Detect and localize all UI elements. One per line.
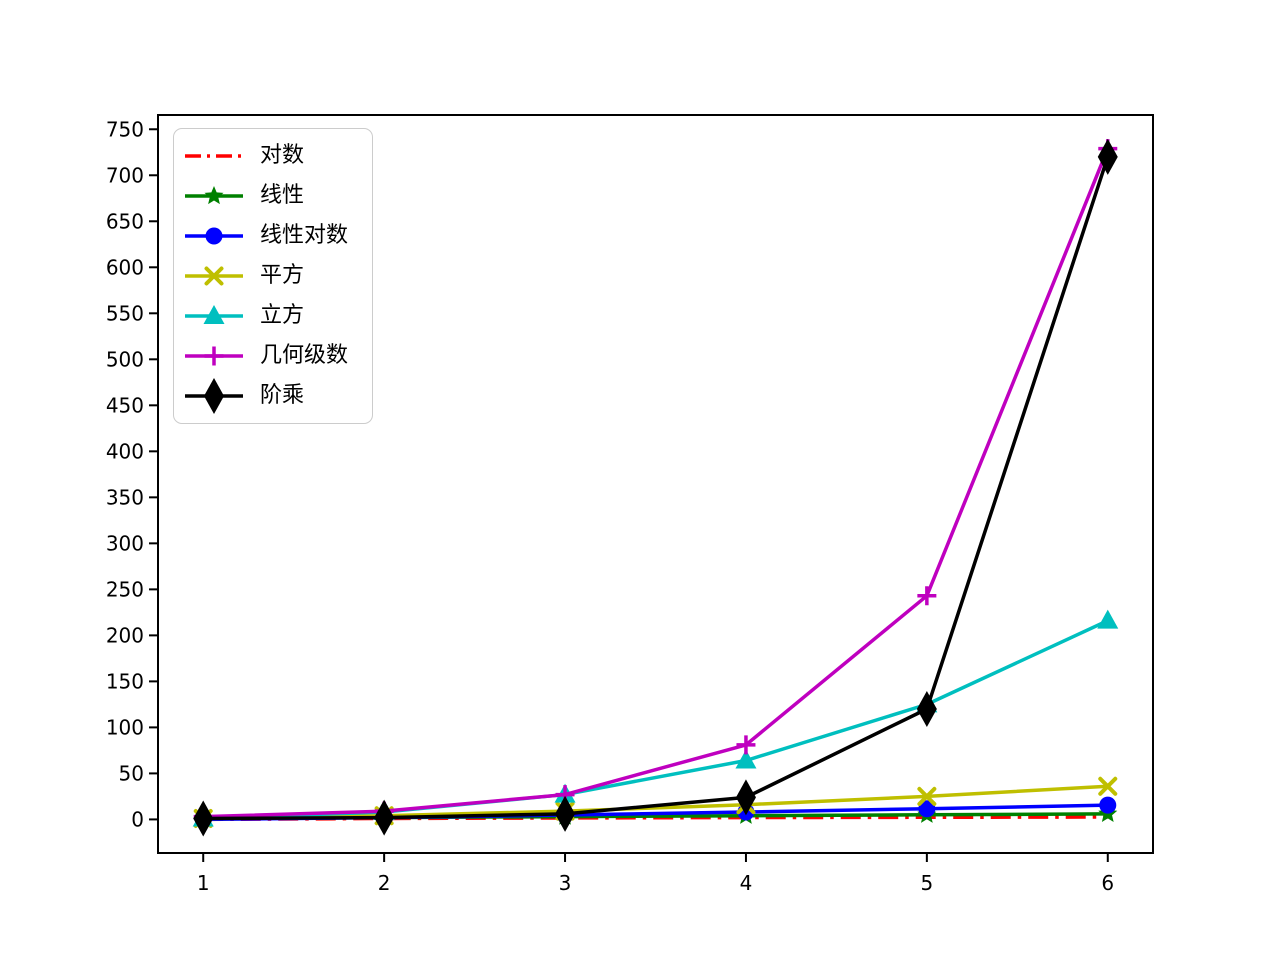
y-tick-label-400: 400 xyxy=(106,439,144,463)
legend-sample-square xyxy=(185,266,243,286)
series-line-factorial xyxy=(203,156,1110,821)
legend-sample-logarithm xyxy=(185,154,243,158)
series-marker-factorial xyxy=(735,779,756,816)
y-tick-label-250: 250 xyxy=(106,577,144,601)
legend-sample-cube xyxy=(185,305,243,324)
series-marker-cube xyxy=(735,749,757,769)
y-tick-label-150: 150 xyxy=(106,669,144,693)
series-marker-cube xyxy=(1097,609,1119,629)
series-marker-square xyxy=(917,786,937,806)
legend-item-geometric: 几何级数 xyxy=(184,336,358,376)
legend: 对数线性线性对数平方立方几何级数阶乘 xyxy=(173,128,373,424)
y-tick-label-200: 200 xyxy=(106,623,144,647)
series-marker-linearithmic xyxy=(1099,796,1117,814)
series-marker-square xyxy=(1098,776,1118,796)
legend-label-logarithm: 对数 xyxy=(260,143,305,168)
legend-item-factorial: 阶乘 xyxy=(184,376,358,416)
legend-sample-linearithmic xyxy=(185,227,243,245)
series-marker-geometric xyxy=(917,586,937,606)
y-tick-label-100: 100 xyxy=(106,715,144,739)
series-marker-factorial xyxy=(374,799,395,836)
x-tick-label-2: 2 xyxy=(378,871,391,895)
y-tick-label-0: 0 xyxy=(131,807,144,831)
legend-label-square: 平方 xyxy=(260,263,305,288)
legend-item-linearithmic: 线性对数 xyxy=(184,216,358,256)
legend-marker-linear xyxy=(204,186,224,205)
y-tick-label-650: 650 xyxy=(106,209,144,233)
legend-marker-cube xyxy=(203,305,225,324)
plot-frame xyxy=(157,114,1154,854)
y-tick-label-350: 350 xyxy=(106,485,144,509)
series-line-geometric xyxy=(203,147,1110,819)
y-tick-label-600: 600 xyxy=(106,255,144,279)
series-marker-factorial xyxy=(916,690,937,727)
legend-sample-linear xyxy=(185,186,243,205)
y-tick-label-50: 50 xyxy=(119,761,144,785)
x-tick-label-5: 5 xyxy=(920,871,933,895)
legend-marker-linearithmic xyxy=(205,227,223,245)
series-marker-factorial xyxy=(555,795,576,832)
legend-item-linear: 线性 xyxy=(184,176,358,216)
series-line-cube xyxy=(203,619,1109,821)
y-tick-label-750: 750 xyxy=(106,117,144,141)
y-tick-label-500: 500 xyxy=(106,347,144,371)
series-marker-linearithmic xyxy=(918,800,936,818)
y-tick-label-550: 550 xyxy=(106,301,144,325)
legend-label-linear: 线性 xyxy=(260,183,305,208)
legend-label-linearithmic: 线性对数 xyxy=(260,223,349,248)
series-marker-factorial xyxy=(1097,138,1118,175)
legend-marker-geometric xyxy=(204,346,224,366)
legend-marker-factorial xyxy=(204,378,224,414)
series-marker-geometric xyxy=(736,735,756,755)
legend-sample-geometric xyxy=(185,346,243,366)
legend-item-square: 平方 xyxy=(184,256,358,296)
x-tick-label-6: 6 xyxy=(1101,871,1114,895)
legend-sample-factorial xyxy=(185,378,243,414)
legend-label-cube: 立方 xyxy=(260,303,305,328)
y-tick-label-700: 700 xyxy=(106,163,144,187)
x-tick-label-3: 3 xyxy=(559,871,572,895)
legend-marker-square xyxy=(204,266,224,286)
x-tick-label-1: 1 xyxy=(197,871,210,895)
y-tick-label-300: 300 xyxy=(106,531,144,555)
y-tick-label-450: 450 xyxy=(106,393,144,417)
series-marker-factorial xyxy=(193,800,214,837)
series-factorial xyxy=(193,138,1118,837)
legend-item-logarithm: 对数 xyxy=(184,136,358,176)
legend-item-cube: 立方 xyxy=(184,296,358,336)
legend-label-factorial: 阶乘 xyxy=(260,383,305,408)
x-tick-label-4: 4 xyxy=(740,871,753,895)
legend-label-geometric: 几何级数 xyxy=(260,343,349,368)
